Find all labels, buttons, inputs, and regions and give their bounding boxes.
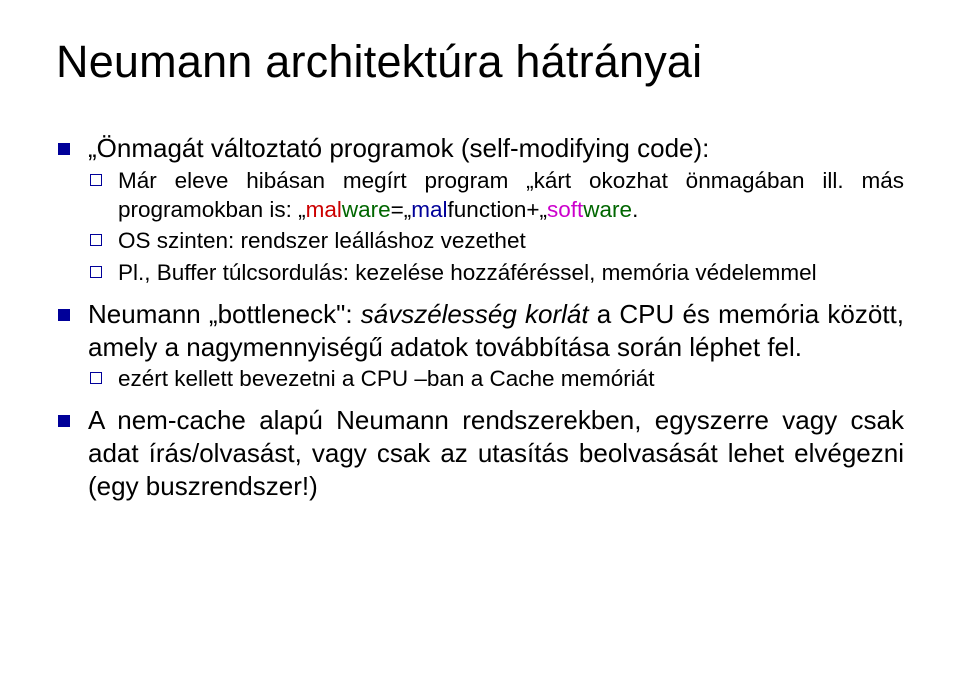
malfunction-function: function: [448, 197, 527, 222]
software-ware: ware: [583, 197, 632, 222]
malware-mal: mal: [306, 197, 342, 222]
page-title: Neumann architektúra hátrányai: [56, 36, 904, 88]
bullet-1-sub-2: OS szinten: rendszer leálláshoz vezethet: [88, 227, 904, 256]
end-dot: .: [632, 197, 638, 222]
software-soft: soft: [547, 197, 583, 222]
bullet-1-sub-1: Már eleve hibásan megírt program „kárt o…: [88, 167, 904, 225]
bullet-2-italic: sávszélesség korlát: [361, 299, 589, 329]
bullet-1: „Önmagát változtató programok (self-modi…: [56, 132, 904, 288]
bullet-2-pre: Neumann „bottleneck":: [88, 299, 361, 329]
bullet-1-sublist: Már eleve hibásan megírt program „kárt o…: [88, 167, 904, 288]
bullet-2-sub-1: ezért kellett bevezetni a CPU –ban a Cac…: [88, 365, 904, 394]
bullet-1-text: „Önmagát változtató programok (self-modi…: [88, 133, 709, 163]
malfunction-mal: mal: [411, 197, 447, 222]
malware-ware: ware: [342, 197, 391, 222]
eq-text: =„: [391, 197, 412, 222]
bullet-3: A nem-cache alapú Neumann rendszerekben,…: [56, 404, 904, 502]
bullet-1-sub-3: Pl., Buffer túlcsordulás: kezelése hozzá…: [88, 259, 904, 288]
slide: Neumann architektúra hátrányai „Önmagát …: [0, 0, 960, 679]
bullet-2-sublist: ezért kellett bevezetni a CPU –ban a Cac…: [88, 365, 904, 394]
bullet-2: Neumann „bottleneck": sávszélesség korlá…: [56, 298, 904, 394]
bullet-list: „Önmagát változtató programok (self-modi…: [56, 132, 904, 502]
plus-text: +„: [526, 197, 547, 222]
